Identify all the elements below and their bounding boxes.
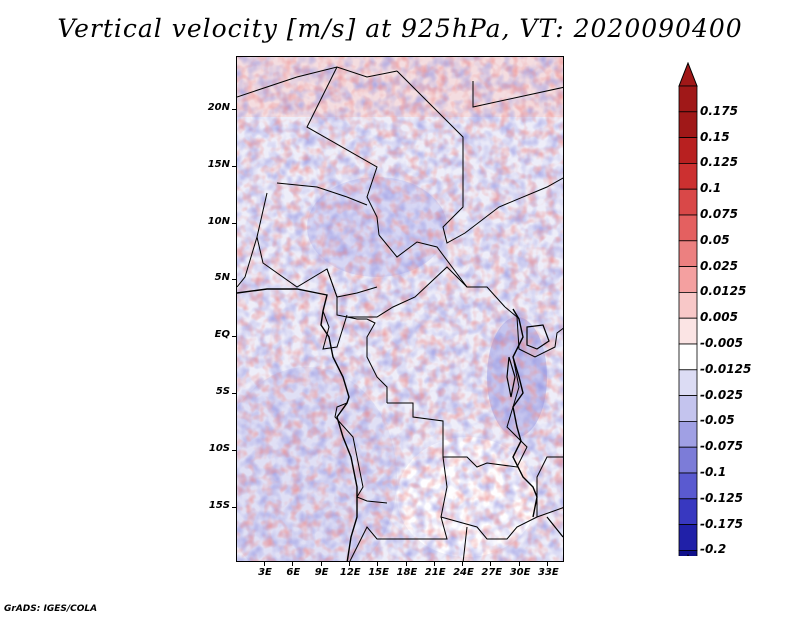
lon-tick — [518, 562, 520, 566]
lat-tick — [232, 449, 236, 451]
colorbar-level-label: -0.125 — [700, 490, 743, 505]
lon-label: 9E — [314, 567, 329, 578]
colorbar-level-label: 0.1 — [700, 181, 722, 196]
lon-tick — [377, 562, 379, 566]
lon-label: 24E — [453, 567, 474, 578]
colorbar-level-label: -0.2 — [700, 542, 727, 557]
lat-label: 5S — [215, 386, 230, 397]
lat-label: 5N — [214, 272, 230, 284]
lon-label: 33E — [538, 567, 559, 578]
colorbar-segment — [678, 524, 698, 551]
map-panel — [236, 56, 564, 562]
lon-tick — [405, 562, 407, 566]
colorbar-segment — [678, 549, 698, 556]
lon-label: 18E — [396, 567, 418, 578]
colorbar-segment — [678, 317, 698, 345]
lon-label: 15E — [368, 567, 389, 578]
field-upward-speckle — [237, 57, 563, 561]
colorbar-segment — [678, 240, 698, 268]
colorbar-segment — [678, 343, 698, 371]
colorbar-segment — [678, 395, 698, 422]
colorbar-segment — [678, 266, 698, 293]
lon-label: 27E — [481, 567, 503, 578]
colorbar-level-label: -0.05 — [700, 413, 735, 428]
lat-tick — [232, 336, 236, 338]
colorbar-level-label: 0.0125 — [700, 284, 747, 299]
lon-label: 21E — [424, 567, 446, 578]
colorbar-segment — [678, 498, 698, 525]
lon-tick — [490, 562, 492, 566]
lon-tick — [433, 562, 435, 566]
colorbar-level-label: -0.005 — [700, 336, 743, 350]
lat-label: 15N — [207, 158, 230, 170]
lat-tick — [232, 165, 236, 167]
lon-tick — [462, 562, 464, 566]
colorbar-segment — [678, 188, 698, 216]
lat-tick — [232, 393, 236, 394]
lakes — [506, 324, 563, 538]
colorbar-top-arrow — [678, 62, 698, 87]
colorbar-segment — [678, 111, 698, 138]
colorbar-segment — [678, 369, 698, 396]
lon-tick — [547, 562, 548, 566]
vertical-velocity-field — [237, 57, 563, 561]
lat-tick — [232, 109, 236, 110]
colorbar-level-label: -0.175 — [700, 516, 743, 531]
colorbar-level-label: 0.15 — [700, 129, 730, 144]
lon-tick — [320, 562, 322, 566]
colorbar-segment — [678, 214, 698, 242]
colorbar-level-label: -0.025 — [700, 387, 743, 402]
lon-label: 6E — [286, 567, 301, 578]
lat-tick — [232, 506, 236, 508]
lat-label: 10S — [208, 442, 230, 454]
colorbar-level-label: -0.1 — [700, 465, 727, 479]
colorbar-segment — [678, 85, 698, 113]
colorbar-level-label: 0.005 — [700, 310, 738, 325]
colorbar-level-label: 0.125 — [700, 155, 738, 170]
coastline — [237, 288, 538, 561]
lat-label: 20N — [207, 102, 230, 113]
colorbar-segment — [678, 137, 698, 164]
lon-label: 30E — [509, 567, 531, 578]
lat-label: EQ — [214, 329, 230, 341]
lon-label: 12E — [339, 567, 361, 578]
lat-tick — [232, 279, 236, 281]
colorbar-level-label: 0.175 — [700, 103, 738, 118]
colorbar-segment — [678, 163, 698, 190]
lat-tick — [232, 222, 236, 224]
lon-tick — [348, 562, 350, 566]
colorbar-segment — [678, 446, 698, 474]
colorbar-segment — [678, 472, 698, 500]
lon-tick — [292, 562, 294, 566]
lon-tick — [264, 562, 265, 566]
colorbar-level-label: -0.0125 — [700, 361, 752, 376]
country-borders — [237, 66, 563, 561]
lat-label: 10N — [207, 215, 230, 227]
colorbar-bottom-arrow — [687, 553, 689, 556]
colorbar-level-label: 0.05 — [700, 232, 730, 247]
colorbar-level-label: 0.025 — [700, 258, 738, 273]
chart-title: Vertical velocity [m/s] at 925hPa, VT: 2… — [57, 14, 743, 43]
colorbar-segment — [678, 291, 698, 319]
colorbar-level-label: 0.075 — [700, 207, 738, 221]
colorbar-segment — [678, 420, 698, 448]
lon-label: 3E — [258, 567, 272, 578]
lat-label: 15S — [208, 499, 230, 511]
colorbar-level-label: -0.075 — [700, 439, 743, 454]
grads-credit: GrADS: IGES/COLA — [4, 604, 98, 614]
colorbar — [678, 62, 698, 556]
